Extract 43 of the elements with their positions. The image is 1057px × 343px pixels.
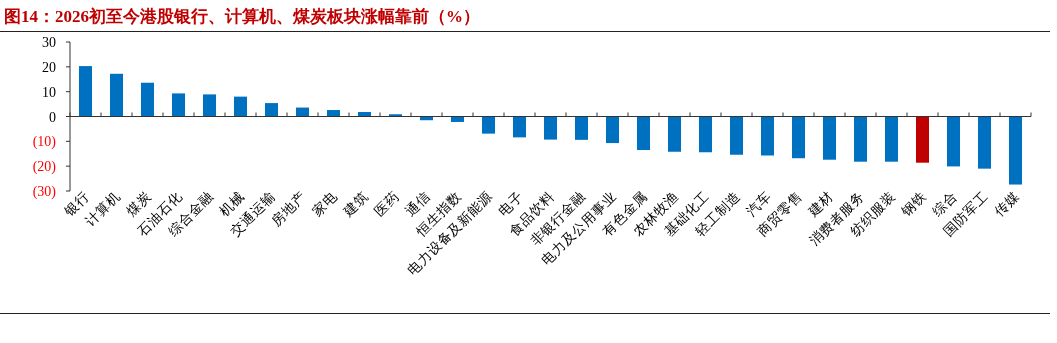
x-tick-label: 钢铁	[897, 188, 929, 220]
bar	[667, 116, 682, 152]
bar	[388, 114, 403, 117]
bar	[791, 116, 806, 159]
bar	[822, 116, 837, 160]
y-tick-label: (30)	[32, 184, 57, 200]
bar	[264, 103, 279, 117]
bar	[512, 116, 527, 138]
bar	[574, 116, 589, 140]
bar	[946, 116, 961, 167]
bar	[884, 116, 899, 162]
x-tick-label: 医药	[371, 188, 402, 219]
y-tick-label: (20)	[32, 159, 57, 176]
y-tick-label: (10)	[32, 134, 57, 151]
bar	[915, 116, 930, 163]
bar	[698, 116, 713, 153]
bar	[977, 116, 992, 169]
bar	[171, 93, 186, 117]
chart-title: 图14：2026初至今港股银行、计算机、煤炭板块涨幅靠前（%）	[4, 7, 480, 26]
y-tick-label: 20	[42, 59, 56, 75]
bar	[202, 94, 217, 117]
y-tick-label: 30	[42, 35, 56, 50]
x-tick-label: 家电	[309, 188, 340, 219]
bar	[543, 116, 558, 140]
bar	[140, 82, 155, 117]
bar	[326, 110, 341, 117]
x-tick-label: 传媒	[991, 188, 1022, 219]
bar	[295, 107, 310, 117]
bar	[481, 116, 496, 134]
x-tick-label: 建筑	[339, 188, 371, 220]
bar	[853, 116, 868, 162]
bar	[729, 116, 744, 155]
bar	[760, 116, 775, 156]
bar	[78, 66, 93, 117]
bar	[605, 116, 620, 144]
y-tick-label: 0	[49, 109, 56, 125]
bar	[1008, 116, 1023, 185]
bar	[233, 96, 248, 117]
bar	[636, 116, 651, 151]
bar	[450, 116, 465, 122]
bar	[357, 112, 372, 117]
bar	[109, 73, 124, 117]
y-tick-label: 10	[42, 84, 56, 100]
